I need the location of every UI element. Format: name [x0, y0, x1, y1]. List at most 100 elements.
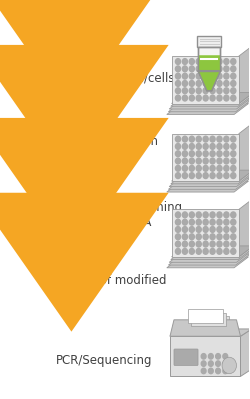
- Circle shape: [210, 95, 215, 101]
- Circle shape: [176, 73, 180, 79]
- Polygon shape: [188, 309, 223, 322]
- Circle shape: [231, 173, 236, 178]
- Circle shape: [176, 158, 180, 164]
- Circle shape: [231, 59, 236, 65]
- Circle shape: [176, 151, 180, 157]
- Circle shape: [224, 219, 229, 225]
- Polygon shape: [198, 55, 220, 91]
- Polygon shape: [172, 134, 239, 181]
- Polygon shape: [167, 103, 248, 115]
- Circle shape: [231, 151, 236, 157]
- Circle shape: [217, 249, 222, 254]
- Circle shape: [203, 234, 208, 240]
- Circle shape: [210, 66, 215, 72]
- Circle shape: [216, 354, 220, 359]
- Circle shape: [217, 173, 222, 178]
- Circle shape: [216, 361, 220, 366]
- Circle shape: [182, 219, 188, 225]
- Circle shape: [189, 241, 194, 247]
- Circle shape: [224, 136, 229, 142]
- Circle shape: [231, 227, 236, 232]
- Circle shape: [203, 73, 208, 79]
- Circle shape: [176, 219, 180, 225]
- Circle shape: [203, 249, 208, 254]
- Circle shape: [196, 241, 201, 247]
- Circle shape: [196, 219, 201, 225]
- Circle shape: [217, 219, 222, 225]
- Circle shape: [231, 136, 236, 142]
- Polygon shape: [172, 170, 250, 181]
- Circle shape: [176, 81, 180, 86]
- Circle shape: [176, 241, 180, 247]
- Circle shape: [196, 73, 201, 79]
- Polygon shape: [172, 56, 239, 103]
- Circle shape: [210, 227, 215, 232]
- Circle shape: [231, 234, 236, 240]
- Polygon shape: [169, 98, 250, 109]
- Circle shape: [201, 361, 206, 366]
- Polygon shape: [239, 45, 250, 103]
- Circle shape: [176, 144, 180, 149]
- Circle shape: [217, 73, 222, 79]
- Circle shape: [196, 66, 201, 72]
- Circle shape: [203, 95, 208, 101]
- Circle shape: [210, 234, 215, 240]
- Circle shape: [210, 88, 215, 94]
- Circle shape: [182, 59, 188, 65]
- Text: Capture and cleaning
of modified DNA: Capture and cleaning of modified DNA: [56, 201, 182, 229]
- Circle shape: [176, 212, 180, 218]
- Circle shape: [182, 249, 188, 254]
- Text: Sample
(plasma/serum/cells): Sample (plasma/serum/cells): [56, 57, 180, 85]
- Circle shape: [208, 368, 213, 374]
- Circle shape: [231, 144, 236, 149]
- Circle shape: [203, 158, 208, 164]
- Polygon shape: [168, 101, 250, 112]
- Circle shape: [189, 66, 194, 72]
- Polygon shape: [168, 178, 250, 189]
- Circle shape: [182, 227, 188, 232]
- Circle shape: [231, 249, 236, 254]
- Circle shape: [196, 227, 201, 232]
- Circle shape: [224, 166, 229, 171]
- Circle shape: [210, 166, 215, 171]
- Polygon shape: [191, 312, 226, 326]
- Circle shape: [182, 166, 188, 171]
- Circle shape: [224, 95, 229, 101]
- Circle shape: [203, 151, 208, 157]
- Polygon shape: [170, 320, 240, 336]
- Polygon shape: [240, 329, 250, 376]
- Circle shape: [182, 66, 188, 72]
- Circle shape: [203, 88, 208, 94]
- Circle shape: [231, 88, 236, 94]
- Circle shape: [216, 368, 220, 374]
- FancyBboxPatch shape: [174, 349, 198, 365]
- Circle shape: [196, 158, 201, 164]
- Circle shape: [189, 136, 194, 142]
- Polygon shape: [167, 181, 248, 192]
- Circle shape: [210, 81, 215, 86]
- Circle shape: [231, 219, 236, 225]
- Circle shape: [196, 144, 201, 149]
- Circle shape: [217, 227, 222, 232]
- Circle shape: [224, 59, 229, 65]
- Circle shape: [203, 81, 208, 86]
- Circle shape: [210, 212, 215, 218]
- Circle shape: [223, 354, 228, 359]
- Circle shape: [224, 227, 229, 232]
- Circle shape: [196, 166, 201, 171]
- Circle shape: [182, 81, 188, 86]
- Circle shape: [176, 66, 180, 72]
- Circle shape: [231, 158, 236, 164]
- Circle shape: [203, 173, 208, 178]
- Text: DNA modification: DNA modification: [56, 135, 158, 148]
- Circle shape: [208, 361, 213, 366]
- Circle shape: [217, 144, 222, 149]
- Circle shape: [210, 219, 215, 225]
- Circle shape: [176, 166, 180, 171]
- Circle shape: [210, 136, 215, 142]
- Circle shape: [196, 234, 201, 240]
- Circle shape: [189, 173, 194, 178]
- Circle shape: [189, 88, 194, 94]
- Circle shape: [222, 357, 236, 374]
- Circle shape: [223, 368, 228, 374]
